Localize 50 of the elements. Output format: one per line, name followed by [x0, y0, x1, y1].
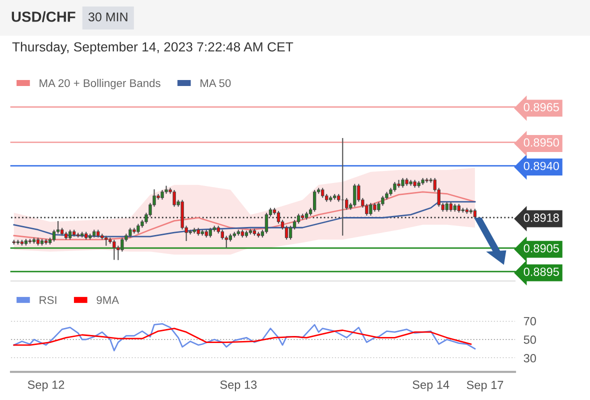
- candlestick: [208, 227, 212, 238]
- legend-label: MA 50: [200, 79, 231, 88]
- candlestick: [369, 202, 372, 216]
- legend-label: MA 20 + Bollinger Bands: [40, 78, 160, 90]
- y-tick-label: 0.8895: [524, 268, 559, 276]
- candlestick: [52, 229, 56, 242]
- candlestick: [445, 201, 448, 212]
- text: Thursday, September 14, 2023 7:22:48 AM CET: [12, 42, 294, 54]
- x-tick-label: Sep 12: [28, 380, 64, 392]
- candlestick: [393, 181, 396, 192]
- candlestick: [136, 223, 140, 234]
- candlestick: [128, 227, 132, 238]
- candlestick: [321, 187, 324, 198]
- candlestick: [264, 212, 268, 234]
- candlestick: [401, 177, 404, 188]
- candlestick: [104, 235, 108, 246]
- line-series: [13, 323, 476, 352]
- candlestick: [312, 189, 316, 212]
- candlestick: [120, 237, 124, 252]
- y-tick-label: 0.8965: [524, 103, 559, 112]
- y-tick-label: 0.8950: [524, 138, 559, 147]
- line-series: [13, 328, 472, 346]
- y-tick-label: 0.8905: [524, 244, 559, 252]
- candlestick: [473, 208, 476, 220]
- candlestick: [220, 229, 224, 240]
- y-tick-label: 70: [524, 317, 536, 326]
- y-tick-label: 0.8940: [524, 162, 559, 170]
- x-tick-label: Sep 13: [220, 380, 257, 392]
- candlestick: [353, 183, 356, 208]
- candlestick: [224, 235, 228, 249]
- candlestick: [449, 201, 452, 212]
- text: Sep 17: [466, 380, 504, 392]
- candlestick: [276, 210, 280, 224]
- candlestick: [68, 229, 72, 240]
- candlestick: [112, 239, 116, 260]
- candlestick: [284, 225, 288, 240]
- y-tick-label: 0.8918: [524, 214, 559, 222]
- legend-label: RSI: [40, 296, 56, 304]
- chart-subtitle: 30 MIN: [88, 12, 128, 22]
- candlestick: [160, 189, 164, 200]
- candlestick: [288, 225, 292, 240]
- x-tick-label: Sep 14: [412, 380, 450, 392]
- legend-label: 9MA: [96, 296, 120, 304]
- candlestick: [365, 203, 368, 216]
- candlestick: [172, 189, 176, 208]
- candlestick: [296, 213, 300, 224]
- y-tick-label: 30: [524, 354, 536, 362]
- candlestick: [345, 197, 348, 210]
- y-tick-label: 50: [524, 336, 536, 344]
- chart-title: USD/CHF: [12, 11, 76, 22]
